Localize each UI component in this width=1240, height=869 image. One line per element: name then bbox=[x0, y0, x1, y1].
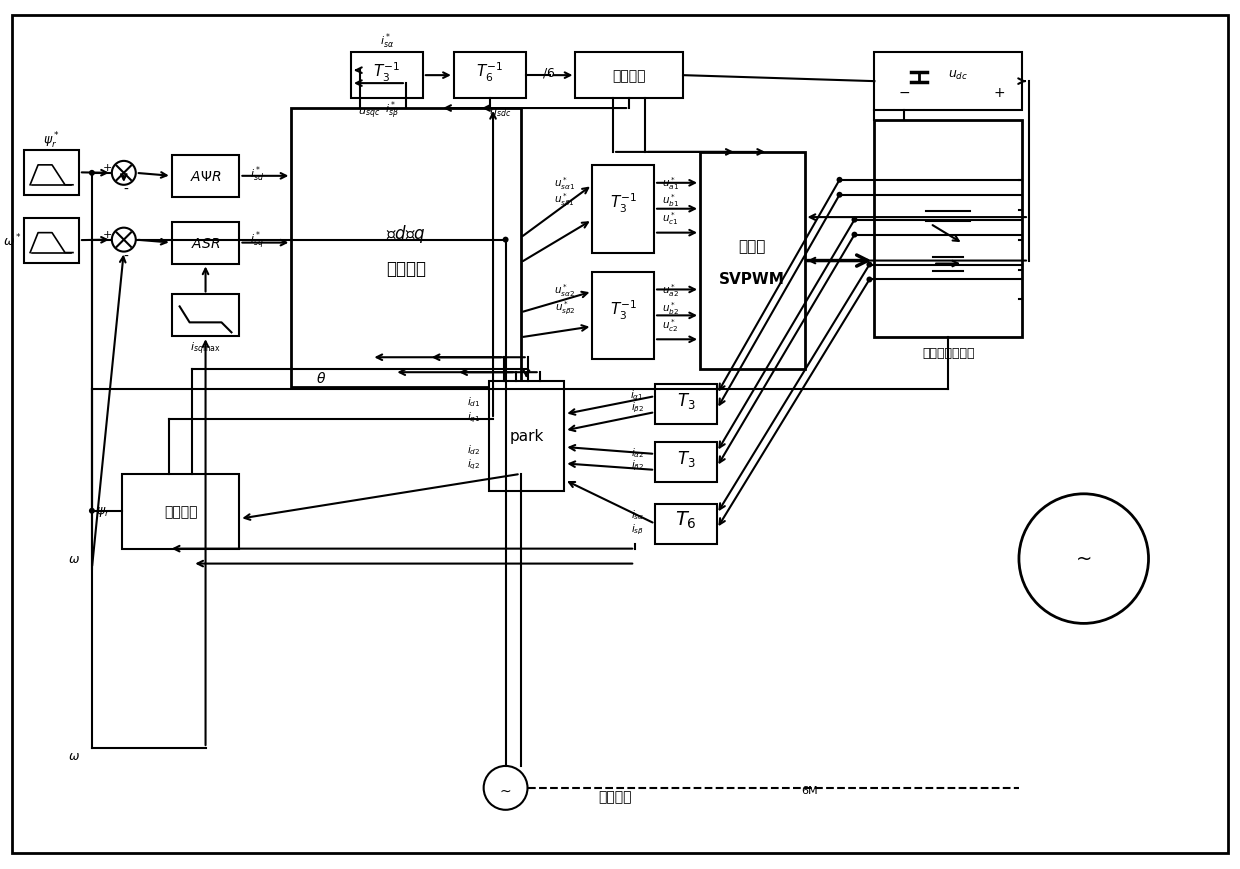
Bar bbox=[24, 218, 79, 263]
Text: $i_{d2}$: $i_{d2}$ bbox=[467, 442, 481, 456]
Circle shape bbox=[852, 217, 857, 223]
Text: $i_{s\beta}$: $i_{s\beta}$ bbox=[631, 522, 644, 536]
Text: $\psi_r$: $\psi_r$ bbox=[95, 504, 110, 518]
Bar bbox=[874, 53, 1022, 111]
Text: $u_{sdc}$: $u_{sdc}$ bbox=[490, 107, 512, 119]
Text: $u_{s\alpha1}^*$: $u_{s\alpha1}^*$ bbox=[554, 176, 575, 192]
Bar bbox=[593, 272, 655, 360]
Text: +: + bbox=[103, 229, 113, 239]
Bar bbox=[575, 53, 683, 99]
Text: $u_{a2}^*$: $u_{a2}^*$ bbox=[662, 282, 680, 299]
Text: 五电平: 五电平 bbox=[739, 239, 766, 254]
Text: $T_3^{-1}$: $T_3^{-1}$ bbox=[610, 192, 637, 216]
Bar bbox=[122, 474, 239, 549]
Text: $T_3$: $T_3$ bbox=[677, 448, 696, 468]
Text: $i_{q2}$: $i_{q2}$ bbox=[467, 457, 481, 472]
Text: $\omega$: $\omega$ bbox=[68, 553, 79, 566]
Bar bbox=[24, 150, 79, 196]
Circle shape bbox=[112, 229, 135, 252]
Text: ~: ~ bbox=[1075, 549, 1092, 568]
Text: $/6$: $/6$ bbox=[542, 66, 556, 80]
Text: -: - bbox=[123, 182, 128, 196]
Text: +: + bbox=[993, 86, 1004, 100]
Text: 轴编码器: 轴编码器 bbox=[599, 789, 632, 803]
Text: $T_3^{-1}$: $T_3^{-1}$ bbox=[610, 298, 637, 322]
Text: $T_6^{-1}$: $T_6^{-1}$ bbox=[476, 61, 503, 83]
Text: $u_{c2}^*$: $u_{c2}^*$ bbox=[662, 316, 678, 334]
Text: 磁链观测: 磁链观测 bbox=[164, 505, 197, 519]
Bar bbox=[655, 442, 717, 482]
Text: $i_{d1}$: $i_{d1}$ bbox=[467, 395, 481, 408]
Text: $u_{dc}$: $u_{dc}$ bbox=[949, 69, 968, 82]
Text: $i_{s\alpha}$: $i_{s\alpha}$ bbox=[631, 507, 644, 521]
Text: $i_{s\beta}^*$: $i_{s\beta}^*$ bbox=[386, 100, 399, 122]
Text: $A\Psi R$: $A\Psi R$ bbox=[190, 169, 221, 183]
Circle shape bbox=[89, 170, 95, 176]
Text: 双$d$、$q$: 双$d$、$q$ bbox=[386, 222, 425, 244]
Bar bbox=[171, 156, 239, 197]
Text: SVPWM: SVPWM bbox=[719, 272, 785, 287]
Text: $T_3$: $T_3$ bbox=[677, 391, 696, 411]
Circle shape bbox=[852, 232, 857, 238]
Text: 6M: 6M bbox=[801, 785, 818, 795]
Bar bbox=[655, 504, 717, 544]
Text: ~: ~ bbox=[500, 784, 511, 798]
Bar bbox=[699, 153, 805, 370]
Text: $u_{s\alpha2}^*$: $u_{s\alpha2}^*$ bbox=[554, 282, 575, 299]
Bar bbox=[489, 381, 564, 491]
Text: $\omega^*$: $\omega^*$ bbox=[4, 232, 22, 249]
Text: $T_6$: $T_6$ bbox=[675, 509, 697, 531]
Bar bbox=[454, 53, 526, 99]
Bar bbox=[593, 166, 655, 253]
Circle shape bbox=[112, 162, 135, 186]
Circle shape bbox=[837, 193, 842, 198]
Text: 双绕组同步电机: 双绕组同步电机 bbox=[921, 347, 975, 360]
Bar bbox=[291, 109, 521, 388]
Circle shape bbox=[502, 237, 508, 243]
Circle shape bbox=[867, 277, 873, 283]
Text: $u_{c1}^*$: $u_{c1}^*$ bbox=[662, 210, 678, 227]
Text: $T_3^{-1}$: $T_3^{-1}$ bbox=[373, 61, 401, 83]
Text: $ASR$: $ASR$ bbox=[191, 236, 221, 250]
Bar bbox=[655, 385, 717, 425]
Text: $u_{s\beta1}^*$: $u_{s\beta1}^*$ bbox=[554, 192, 575, 209]
Text: $\psi_r^*$: $\psi_r^*$ bbox=[43, 130, 60, 151]
Text: 电流控制: 电流控制 bbox=[386, 259, 425, 277]
Text: park: park bbox=[510, 429, 543, 444]
Circle shape bbox=[837, 177, 842, 183]
Text: $i_{q1}$: $i_{q1}$ bbox=[467, 410, 481, 425]
Text: 死区补偿: 死区补偿 bbox=[613, 69, 646, 83]
Text: $i_{\beta2}$: $i_{\beta2}$ bbox=[631, 401, 644, 415]
Text: $i_{\beta2}$: $i_{\beta2}$ bbox=[631, 458, 644, 473]
Text: $i_{\alpha1}$: $i_{\alpha1}$ bbox=[630, 388, 644, 401]
Text: $u_{s\beta2}^*$: $u_{s\beta2}^*$ bbox=[554, 299, 575, 316]
Text: $\theta$: $\theta$ bbox=[316, 370, 326, 385]
Text: $i_{sq\max}$: $i_{sq\max}$ bbox=[190, 341, 221, 357]
Bar bbox=[874, 121, 1022, 338]
Text: $u_{a1}^*$: $u_{a1}^*$ bbox=[662, 176, 680, 192]
Text: $i_{sd}^*$: $i_{sd}^*$ bbox=[250, 164, 264, 183]
Text: -: - bbox=[123, 249, 128, 263]
Circle shape bbox=[89, 508, 95, 514]
Text: $i_{sq}^*$: $i_{sq}^*$ bbox=[250, 229, 264, 251]
Text: $u_{sqc}$: $u_{sqc}$ bbox=[358, 107, 381, 121]
Bar bbox=[171, 222, 239, 264]
Bar bbox=[171, 295, 239, 337]
Circle shape bbox=[867, 262, 873, 269]
Text: $i_{s\alpha}^*$: $i_{s\alpha}^*$ bbox=[379, 31, 394, 51]
Text: $\omega$: $\omega$ bbox=[68, 750, 79, 763]
Text: $i_{\alpha2}$: $i_{\alpha2}$ bbox=[631, 446, 644, 460]
Bar bbox=[351, 53, 423, 99]
Text: −: − bbox=[899, 86, 910, 100]
Text: $u_{b1}^*$: $u_{b1}^*$ bbox=[662, 192, 680, 209]
Text: +: + bbox=[103, 163, 113, 173]
Text: $u_{b2}^*$: $u_{b2}^*$ bbox=[662, 300, 680, 316]
